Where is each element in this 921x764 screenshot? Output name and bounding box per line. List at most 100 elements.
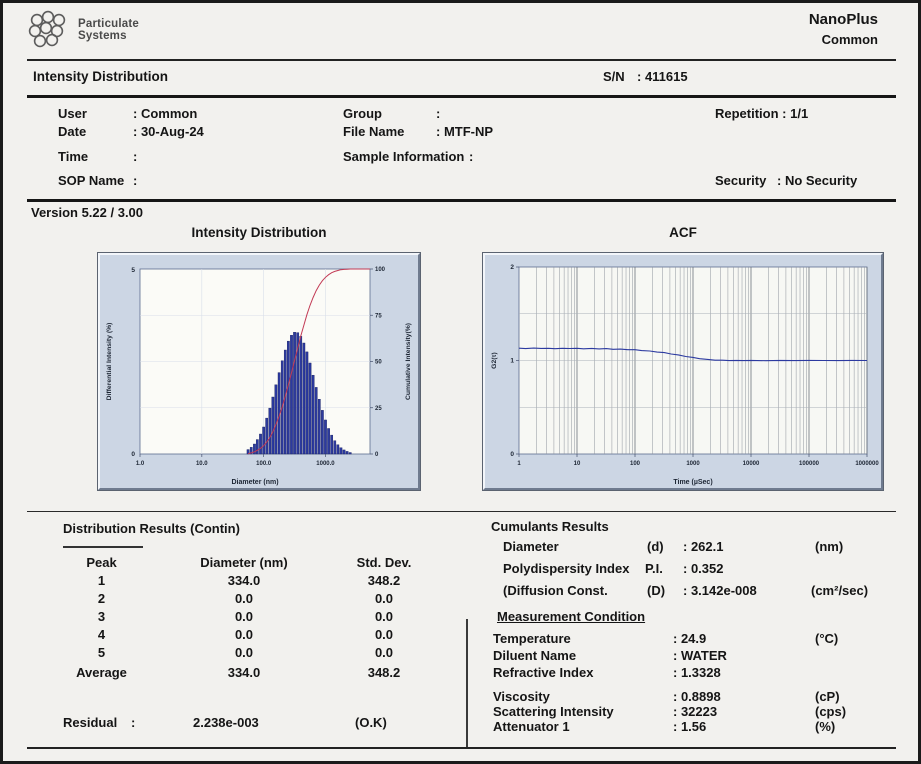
cell: 3 bbox=[97, 608, 106, 624]
brand-logo: Particulate Systems bbox=[27, 10, 139, 50]
cell: 2 bbox=[97, 590, 106, 606]
svg-text:100: 100 bbox=[630, 461, 641, 467]
intensity-chart-title: Intensity Distribution bbox=[191, 225, 327, 240]
measurement-row-label: Diluent Name bbox=[493, 648, 577, 663]
date-label: Date bbox=[58, 124, 87, 139]
residual-colon: : bbox=[131, 715, 136, 730]
cumulants-row-value: : 3.142e-008 bbox=[683, 583, 757, 598]
cumulants-row-label: Polydispersity Index bbox=[503, 561, 630, 576]
sop-name-label: SOP Name bbox=[58, 173, 125, 188]
svg-text:1000.0: 1000.0 bbox=[316, 461, 335, 467]
table-row: 1 334.0 348.2 bbox=[49, 571, 434, 589]
cumulants-row-unit: (cm²/sec) bbox=[811, 583, 869, 598]
date-value: : 30-Aug-24 bbox=[133, 124, 204, 139]
cumulants-row-symbol: (d) bbox=[647, 539, 664, 554]
file-name-value: : MTF-NP bbox=[436, 124, 494, 139]
svg-text:Time (µSec): Time (µSec) bbox=[673, 479, 712, 486]
svg-text:1: 1 bbox=[510, 358, 514, 365]
sample-info-value: : bbox=[469, 149, 474, 164]
svg-text:10.0: 10.0 bbox=[196, 461, 208, 467]
measurement-row-unit: (%) bbox=[815, 719, 836, 734]
svg-text:Cumulative Intensity(%): Cumulative Intensity(%) bbox=[405, 323, 412, 400]
svg-text:G2(τ): G2(τ) bbox=[491, 352, 498, 369]
user-value: : Common bbox=[133, 106, 198, 121]
divider bbox=[27, 59, 896, 61]
time-value: : bbox=[133, 149, 138, 164]
cell: 0.0 bbox=[234, 608, 254, 624]
divider bbox=[27, 511, 896, 512]
acf-chart-frame: 0 1 2 1 10 100 1000 10000 100000 1000000 Time (µSe… bbox=[482, 252, 884, 491]
table-row: 5 0.0 0.0 bbox=[49, 643, 434, 661]
measurement-row-unit: (°C) bbox=[815, 631, 839, 646]
svg-text:1000000: 1000000 bbox=[855, 461, 879, 467]
cumulants-row-symbol: (D) bbox=[647, 583, 666, 598]
user-label: User bbox=[58, 106, 87, 121]
measurement-row-value: : 0.8898 bbox=[673, 689, 721, 704]
svg-text:100000: 100000 bbox=[799, 461, 820, 467]
mode-label: Common bbox=[821, 32, 878, 47]
svg-text:Differential Intensity (%): Differential Intensity (%) bbox=[106, 323, 113, 401]
cell: 0.0 bbox=[374, 608, 394, 624]
distribution-results-title: Distribution Results (Contin) bbox=[63, 521, 240, 536]
measurement-row-value: : WATER bbox=[673, 648, 727, 663]
sample-info-label: Sample Information bbox=[343, 149, 465, 164]
group-label: Group bbox=[343, 106, 382, 121]
title-underline bbox=[63, 546, 143, 548]
svg-text:10: 10 bbox=[574, 461, 581, 467]
cell: 0.0 bbox=[234, 626, 254, 642]
residual-label: Residual bbox=[63, 715, 118, 730]
sn-label: S/N bbox=[603, 69, 625, 84]
measurement-condition-title: Measurement Condition bbox=[497, 609, 646, 624]
svg-text:0: 0 bbox=[510, 451, 514, 458]
col-peak: Peak bbox=[86, 554, 117, 570]
measurement-row-value: : 24.9 bbox=[673, 631, 707, 646]
repetition-value: Repetition : 1/1 bbox=[715, 106, 809, 121]
svg-text:2: 2 bbox=[510, 264, 514, 271]
cell: 5 bbox=[97, 644, 106, 660]
cumulants-title: Cumulants Results bbox=[491, 519, 609, 534]
residual-value: 2.238e-003 bbox=[193, 715, 259, 730]
security-label: Security bbox=[715, 173, 767, 188]
cell: 1 bbox=[97, 572, 106, 588]
version-label: Version 5.22 / 3.00 bbox=[31, 205, 144, 220]
distribution-results-table: Peak Diameter (nm) Std. Dev. 1 334.0 348… bbox=[49, 553, 434, 681]
brand-line-1: Particulate bbox=[78, 18, 140, 30]
measurement-row-value: : 1.3328 bbox=[673, 665, 721, 680]
cumulants-row-symbol: P.I. bbox=[645, 561, 663, 576]
measurement-row-value: : 32223 bbox=[673, 704, 718, 719]
measurement-row-label: Viscosity bbox=[493, 689, 550, 704]
table-row: 2 0.0 0.0 bbox=[49, 589, 434, 607]
cell: 0.0 bbox=[234, 644, 254, 660]
cell: 334.0 bbox=[227, 665, 261, 680]
measurement-row-value: : 1.56 bbox=[673, 719, 707, 734]
security-value: : No Security bbox=[777, 173, 858, 188]
svg-text:1000: 1000 bbox=[686, 461, 700, 467]
cumulants-row-label: (Diffusion Const. bbox=[503, 583, 608, 598]
column-divider bbox=[466, 619, 468, 749]
measurement-row-label: Temperature bbox=[493, 631, 571, 646]
product-name: NanoPlus bbox=[808, 11, 878, 28]
measurement-row-label: Refractive Index bbox=[493, 665, 594, 680]
svg-text:5: 5 bbox=[131, 267, 135, 274]
sop-name-value: : bbox=[133, 173, 138, 188]
particle-cluster-icon bbox=[28, 10, 66, 48]
cell: 0.0 bbox=[234, 590, 254, 606]
cell: 0.0 bbox=[374, 590, 394, 606]
sn-value: : 411615 bbox=[637, 69, 688, 84]
brand-line-2: Systems bbox=[78, 30, 127, 42]
divider bbox=[27, 199, 896, 202]
measurement-row-unit: (cps) bbox=[815, 704, 847, 719]
time-label: Time bbox=[58, 149, 89, 164]
cell: 4 bbox=[97, 626, 106, 642]
svg-text:50: 50 bbox=[375, 360, 382, 366]
svg-text:75: 75 bbox=[375, 313, 382, 319]
measurement-row-unit: (cP) bbox=[815, 689, 840, 704]
table-header-row: Peak Diameter (nm) Std. Dev. bbox=[49, 553, 434, 571]
svg-text:0: 0 bbox=[375, 452, 379, 458]
svg-text:1.0: 1.0 bbox=[136, 461, 145, 467]
svg-text:0: 0 bbox=[131, 451, 135, 458]
table-row: 4 0.0 0.0 bbox=[49, 625, 434, 643]
